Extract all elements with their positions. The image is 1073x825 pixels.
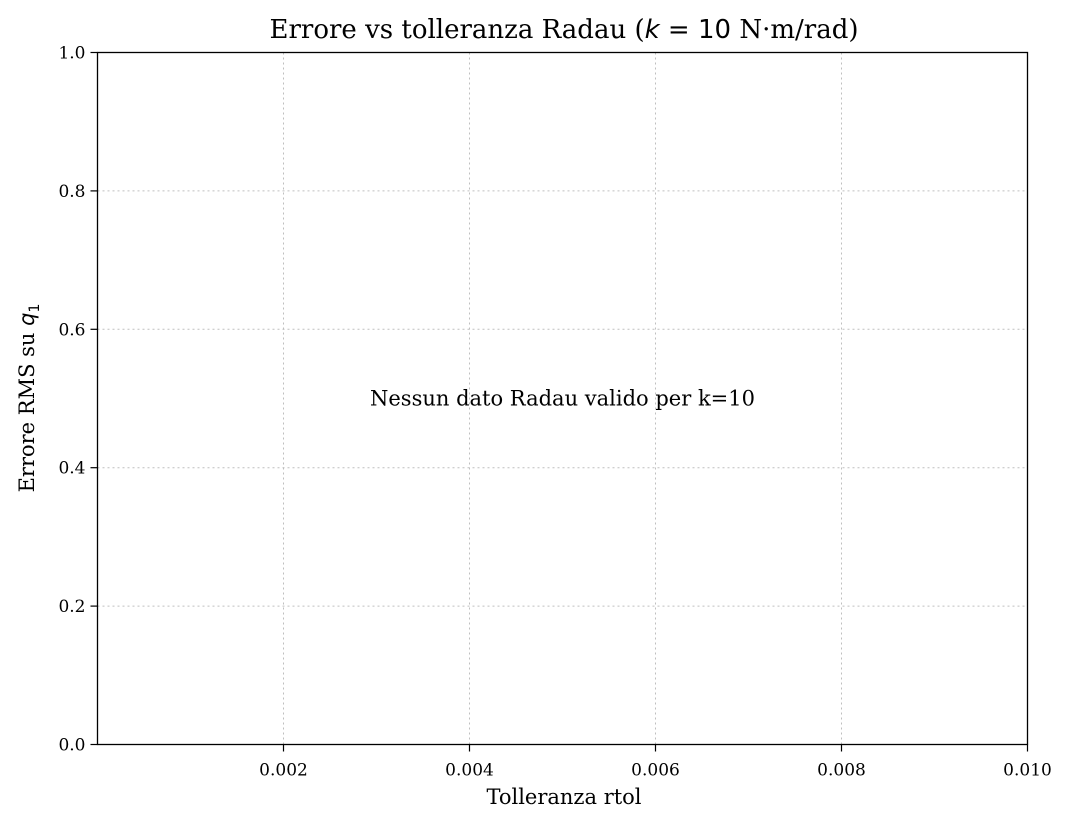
x-tick-label: 0.002 — [259, 761, 308, 781]
chart-title: Errore vs tolleranza Radau (k = 10 N·m/r… — [270, 15, 859, 45]
no-data-annotation: Nessun dato Radau valido per k=10 — [370, 387, 755, 411]
axes-frame — [96, 51, 1029, 746]
y-axis-ticks: 0.0 0.2 0.4 0.6 0.8 1.0 — [58, 44, 98, 756]
x-axis-label: Tolleranza rtol — [486, 785, 641, 809]
x-axis-ticks: 0.002 0.004 0.006 0.008 0.010 — [259, 744, 1052, 781]
x-tick-label: 0.010 — [1003, 761, 1052, 781]
x-tick-label: 0.006 — [631, 761, 680, 781]
y-axis-label: Errore RMS su q1 — [15, 304, 43, 493]
y-tick-label: 0.4 — [58, 459, 85, 479]
x-tick-label: 0.008 — [817, 761, 866, 781]
y-tick-label: 0.6 — [58, 320, 85, 340]
y-tick-label: 0.2 — [58, 597, 85, 617]
y-tick-label: 0.0 — [58, 736, 85, 756]
x-tick-label: 0.004 — [445, 761, 494, 781]
y-tick-label: 0.8 — [58, 182, 85, 202]
y-tick-label: 1.0 — [58, 44, 85, 64]
